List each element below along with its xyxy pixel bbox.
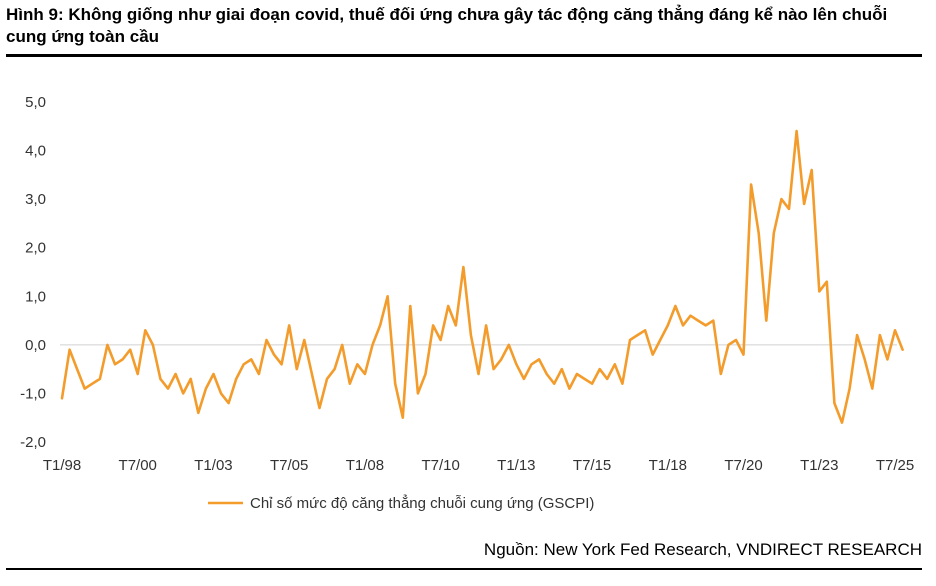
gscpi-series-line <box>60 129 904 424</box>
x-axis-ticks: T1/98 T7/00 T1/03 T7/05 T1/08 T7/10 T1/13 T7/15… <box>43 457 914 474</box>
x-tick-label: T1/23 <box>800 457 838 474</box>
x-tick-label: T7/10 <box>421 457 459 474</box>
y-axis-ticks: 5,0 4,0 3,0 2,0 1,0 0,0 -1,0 -2,0 <box>20 94 46 451</box>
x-tick-label: T7/20 <box>724 457 762 474</box>
y-tick-label: -1,0 <box>20 385 46 402</box>
y-tick-label: 2,0 <box>25 240 46 257</box>
x-tick-label: T7/15 <box>573 457 611 474</box>
x-tick-label: T1/18 <box>649 457 687 474</box>
x-tick-label: T1/13 <box>497 457 535 474</box>
x-tick-label: T1/03 <box>194 457 232 474</box>
x-tick-label: T7/00 <box>119 457 157 474</box>
x-tick-label: T7/05 <box>270 457 308 474</box>
x-tick-label: T1/08 <box>346 457 384 474</box>
y-tick-label: 0,0 <box>25 337 46 354</box>
source-note: Nguồn: New York Fed Research, VNDIRECT R… <box>483 540 922 559</box>
y-tick-label: -2,0 <box>20 434 46 451</box>
x-tick-label: T7/25 <box>876 457 914 474</box>
title-rule <box>6 54 922 57</box>
y-tick-label: 5,0 <box>25 94 46 111</box>
bottom-rule <box>6 568 922 570</box>
y-tick-label: 1,0 <box>25 288 46 305</box>
gscpi-line-chart: 5,04,03,02,01,00,0-1,0-2,0 T1/98 T7/00 T1/… <box>20 94 914 512</box>
chart-title: Hình 9: Không giống như giai đoạn covid,… <box>6 5 888 46</box>
y-tick-label: 4,0 <box>25 143 46 160</box>
legend: Chỉ số mức độ căng thẳng chuỗi cung ứng … <box>208 494 594 512</box>
legend-label: Chỉ số mức độ căng thẳng chuỗi cung ứng … <box>250 494 594 512</box>
y-tick-label: 3,0 <box>25 191 46 208</box>
x-tick-label: T1/98 <box>43 457 81 474</box>
